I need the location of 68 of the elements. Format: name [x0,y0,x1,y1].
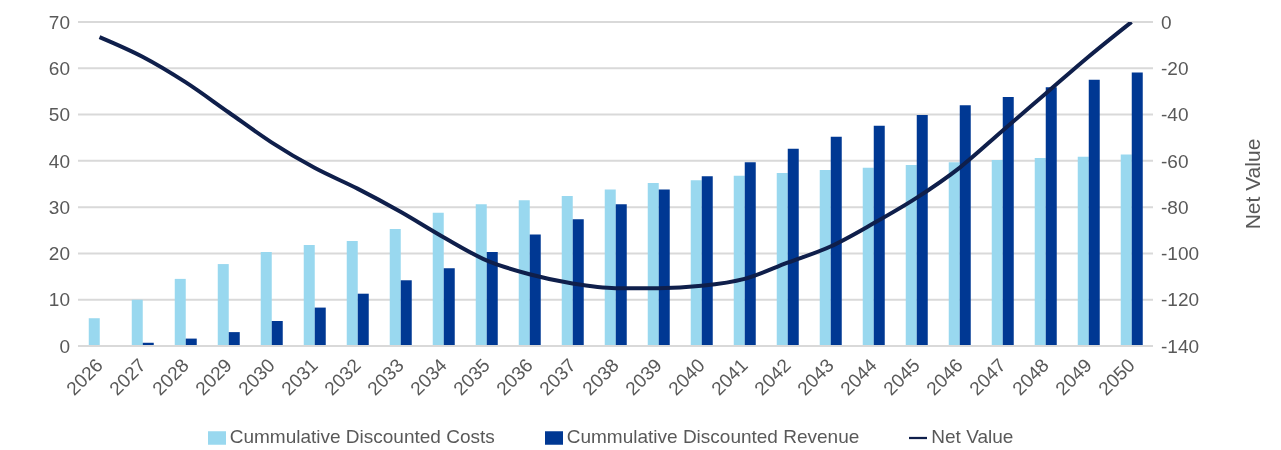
bar [787,148,799,346]
bar [346,240,358,346]
bar [733,175,745,346]
bar [529,234,541,346]
y-tick-label: 10 [48,289,70,311]
bar [1088,79,1100,346]
legend-label: Cummulative Discounted Revenue [566,426,860,447]
bar [615,204,627,346]
bar [174,278,186,346]
legend-label: Net Value [931,426,1014,447]
bar [1045,87,1057,346]
bar [518,200,530,346]
bar [905,165,917,346]
bar [959,105,971,346]
y2-tick-label: -60 [1161,150,1189,172]
bar [830,136,842,346]
bar [744,162,756,346]
bar [561,196,573,346]
bar [357,293,369,346]
y-tick-label: 70 [48,11,70,33]
bar [862,167,874,346]
y2-tick-label: -100 [1161,243,1200,265]
y-tick-label: 60 [48,58,70,80]
y2-tick-label: -20 [1161,58,1189,80]
bar [658,189,670,346]
bar [131,299,143,346]
bar [400,280,412,346]
bar [303,245,315,346]
y-tick-label: 0 [59,335,70,357]
bar [88,318,100,346]
bar [916,115,928,346]
bar [228,332,240,346]
bar [271,321,283,346]
bar [948,162,960,346]
bar [701,176,713,346]
bar [819,170,831,346]
bar [690,180,702,346]
line-series [97,22,1134,291]
y2-tick-label: -120 [1161,289,1200,311]
y-tick-label: 40 [48,150,70,172]
bar [1002,96,1014,346]
bar [260,252,272,346]
bar [1034,158,1046,346]
bar [1077,156,1089,346]
bar [991,159,1003,346]
y-tick-label: 30 [48,196,70,218]
bar [604,189,616,346]
bar [776,172,788,346]
bar [443,268,455,346]
y2-tick-label: -140 [1161,335,1200,357]
y2-axis-title: Net Value [1241,138,1265,230]
bar [475,204,487,346]
legend-label: Cummulative Discounted Costs [229,426,495,447]
bar [217,264,229,346]
y2-tick-label: 0 [1161,11,1172,33]
bar [389,228,401,346]
bar [647,183,659,346]
y-tick-label: 50 [48,104,70,126]
y2-tick-label: -40 [1161,104,1189,126]
bar [486,252,498,346]
y-tick-label: 20 [48,243,70,265]
bar [572,219,584,346]
y2-tick-label: -80 [1161,196,1189,218]
bar [1131,72,1143,346]
bar [873,125,885,346]
bar [432,212,444,346]
bar [1120,154,1132,346]
bar [314,307,326,346]
